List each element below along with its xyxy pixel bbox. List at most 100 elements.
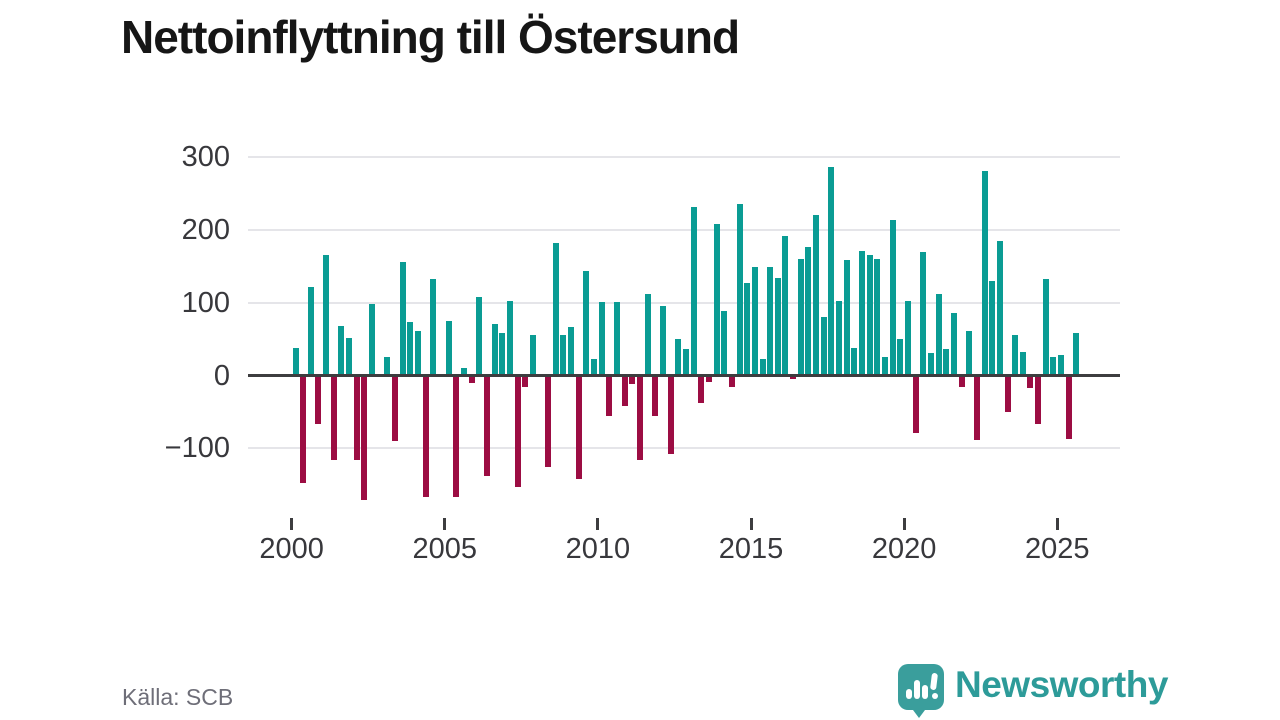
brand-name: Newsworthy [955,664,1168,705]
bar-2020Q1 [904,300,911,376]
bar-2021Q2 [943,348,950,376]
bar-2017Q2 [820,316,827,376]
bar-2016Q4 [805,247,812,376]
bar-2024Q2 [1035,375,1042,425]
bar-2003Q1 [384,357,391,376]
y-tick-label-300: 300 [181,140,230,173]
bar-2018Q1 [843,259,850,376]
chart-title: Nettoinflyttning till Östersund [121,11,740,63]
bar-2014Q2 [728,375,735,388]
bar-2023Q2 [1004,375,1011,413]
source-caption: Källa: SCB [122,684,234,710]
x-tick-label-2015: 2015 [718,533,784,565]
bar-2022Q1 [966,331,973,376]
x-tick-2015 [749,518,753,530]
bar-2001Q3 [338,326,345,376]
bar-2018Q4 [866,255,873,376]
zero-axis-line [248,374,1120,378]
bar-2019Q3 [889,220,896,376]
bar-2021Q4 [958,375,965,387]
bar-2009Q1 [568,327,575,376]
bar-2017Q3 [828,167,835,376]
bar-2000Q3 [307,286,314,376]
logo-bar-medium [922,685,928,699]
bar-2009Q4 [591,358,598,376]
bar-2013Q2 [698,375,705,404]
bar-2012Q3 [675,339,682,376]
x-tick-label-2000: 2000 [259,533,324,565]
bar-2002Q1 [353,375,360,461]
bar-2001Q4 [346,338,353,376]
bar-2019Q2 [882,356,888,376]
bar-2020Q4 [927,353,934,376]
bar-2012Q1 [659,306,666,376]
bar-2005Q4 [468,375,475,383]
bar-2010Q1 [598,301,605,376]
bar-2015Q2 [759,358,766,376]
bar-2014Q4 [744,283,751,376]
bar-2020Q3 [920,252,927,376]
x-tick-2000 [290,518,294,530]
bar-2023Q3 [1012,334,1019,376]
logo-exclamation-dot [932,693,938,699]
x-tick-label-2025: 2025 [1025,533,1090,565]
bar-2000Q1 [292,347,299,376]
bar-2009Q3 [583,271,590,376]
x-tick-label-2005: 2005 [412,533,478,565]
bar-2024Q1 [1027,375,1034,388]
bar-2012Q4 [682,349,689,376]
bar-2013Q3 [705,375,712,383]
bar-2005Q3 [460,368,467,376]
bar-2002Q3 [369,304,376,376]
bar-2002Q2 [361,375,368,501]
bar-2001Q2 [330,375,337,461]
bar-2021Q3 [950,312,957,376]
gridline-300 [248,155,1120,158]
bar-2007Q3 [522,375,529,387]
bar-2006Q3 [491,323,498,376]
bar-2015Q4 [774,277,781,376]
bar-2014Q3 [736,203,743,376]
bar-2001Q1 [323,254,330,376]
bar-2017Q4 [836,301,843,376]
bar-2011Q2 [637,375,644,461]
y-tick-label-200: 200 [181,213,230,246]
bar-2006Q2 [483,375,490,477]
bar-2008Q2 [545,375,552,468]
bar-2004Q1 [414,331,421,376]
plot-area: 2000 2005 2010 2015 2020 2025 [248,150,1120,565]
logo-exclamation-stem [929,672,939,691]
bar-2000Q4 [315,375,322,425]
logo-bar-small [906,689,912,699]
bar-2023Q4 [1019,352,1026,376]
bar-2006Q4 [499,332,506,376]
bar-2025Q2 [1065,375,1072,439]
bar-2018Q2 [851,347,858,376]
bar-2023Q1 [996,240,1003,376]
bar-2005Q1 [445,320,452,376]
x-tick-2025 [1055,518,1059,530]
bar-2024Q3 [1042,279,1049,376]
bar-2016Q3 [797,258,804,376]
bar-2011Q3 [644,293,651,376]
bar-2015Q1 [751,267,758,376]
bar-2007Q2 [514,375,521,488]
bar-2010Q3 [614,301,621,376]
x-tick-2005 [443,518,447,530]
bar-2005Q2 [453,375,460,498]
bar-2008Q4 [560,334,567,376]
bar-2025Q1 [1058,355,1065,376]
bar-2003Q2 [392,375,399,442]
bar-2011Q4 [652,375,659,416]
bar-2021Q1 [935,293,942,376]
bar-2012Q2 [667,375,674,455]
bar-2004Q2 [422,375,429,498]
bar-2015Q3 [767,267,774,376]
bar-2020Q2 [912,375,919,434]
logo-bar-tall [914,680,920,699]
bar-2018Q3 [859,250,866,376]
bar-2017Q1 [813,215,820,376]
bar-2013Q1 [690,206,697,376]
y-tick-label-0: 0 [213,359,230,392]
bar-2010Q2 [606,375,613,416]
